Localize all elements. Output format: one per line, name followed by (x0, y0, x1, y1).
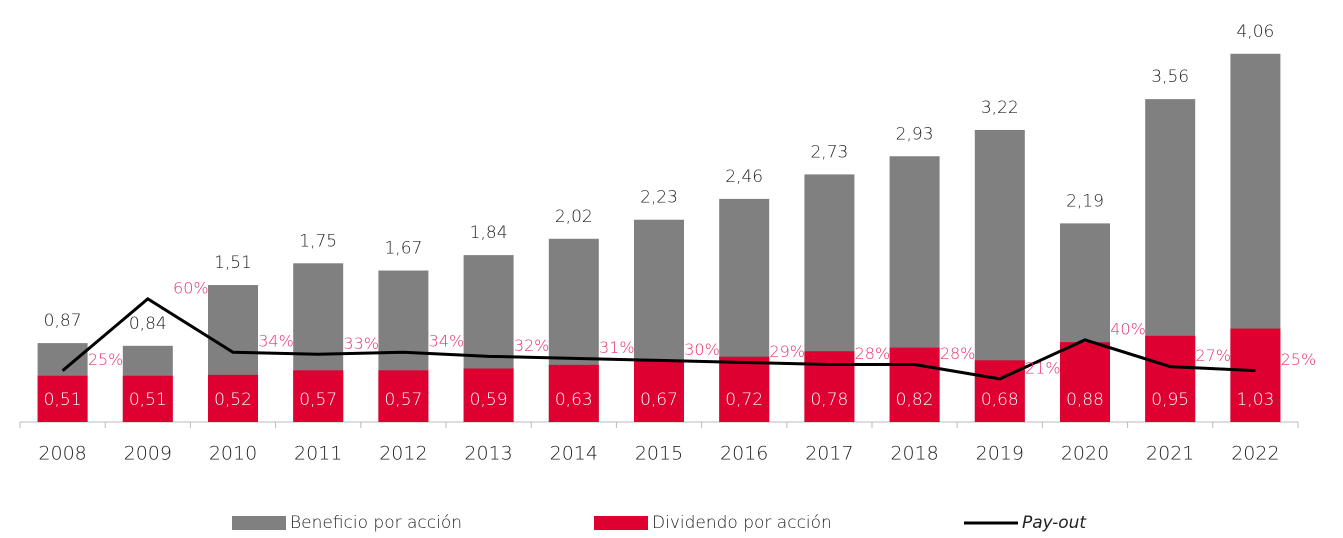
payout-label: 27% (1195, 346, 1231, 365)
payout-label: 34% (429, 332, 465, 351)
payout-label: 31% (599, 338, 635, 357)
dividend-label: 0,95 (1151, 390, 1189, 410)
legend-label: Pay-out (1022, 513, 1087, 533)
eps-label: 2,46 (725, 167, 763, 187)
bar (1060, 342, 1110, 422)
legend-label: Dividendo por acción (652, 513, 832, 533)
payout-label: 33% (343, 334, 379, 353)
dividend-label: 0,68 (981, 390, 1019, 410)
x-tick-label: 2017 (805, 443, 853, 465)
payout-line (61, 296, 1256, 381)
x-tick-label: 2020 (1061, 443, 1109, 465)
legend-swatch (232, 516, 286, 530)
legend-label: Beneficio por acción (290, 513, 462, 533)
eps-label: 3,22 (981, 98, 1019, 118)
x-tick-label: 2021 (1146, 443, 1194, 465)
dividend-label: 0,57 (384, 390, 422, 410)
eps-label: 1,84 (470, 223, 508, 243)
x-tick-label: 2009 (124, 443, 172, 465)
x-tick-label: 2012 (379, 443, 427, 465)
bar (548, 364, 599, 422)
dividend-label: 0,67 (640, 390, 678, 410)
eps-label: 3,56 (1151, 67, 1189, 87)
bar (378, 370, 429, 422)
x-tick-label: 2022 (1231, 443, 1279, 465)
payout-label: 30% (684, 340, 720, 359)
eps-label: 2,93 (896, 124, 934, 144)
eps-label: 0,84 (129, 314, 167, 334)
eps-label: 2,02 (555, 207, 593, 227)
x-tick-label: 2010 (209, 443, 257, 465)
legend-swatch (594, 516, 648, 530)
x-tick-label: 2018 (890, 443, 938, 465)
bar (463, 368, 514, 422)
bar (804, 351, 855, 422)
bar (719, 356, 770, 422)
dividend-label: 1,03 (1236, 390, 1274, 410)
eps-label: 4,06 (1236, 22, 1274, 42)
x-tick-label: 2014 (550, 443, 598, 465)
payout-label: 28% (855, 344, 891, 363)
payout-label: 25% (88, 350, 124, 369)
x-tick-label: 2008 (38, 443, 86, 465)
bar (37, 375, 88, 422)
x-tick-label: 2016 (720, 443, 768, 465)
payout-label: 21% (1025, 358, 1061, 377)
eps-label: 2,23 (640, 188, 678, 208)
x-tick-label: 2013 (464, 443, 512, 465)
payout-label: 28% (940, 344, 976, 363)
eps-label: 0,87 (44, 311, 82, 331)
eps-label: 2,73 (810, 142, 848, 162)
dividend-label: 0,59 (470, 390, 508, 410)
bar (293, 370, 344, 422)
dividend-label: 0,88 (1066, 390, 1104, 410)
payout-label: 32% (514, 336, 550, 355)
bar (122, 375, 173, 422)
x-tick-label: 2019 (976, 443, 1024, 465)
x-tick-label: 2015 (635, 443, 683, 465)
payout-label: 29% (769, 342, 805, 361)
dividend-label: 0,57 (299, 390, 337, 410)
dividend-label: 0,72 (725, 390, 763, 410)
payout-label: 34% (258, 332, 294, 351)
eps-label: 1,51 (214, 253, 252, 273)
dividend-label: 0,78 (810, 390, 848, 410)
bar (1230, 328, 1281, 422)
bar (889, 347, 940, 422)
payout-label: 25% (1281, 350, 1317, 369)
bar (208, 374, 258, 422)
eps-label: 1,75 (299, 231, 337, 251)
dividend-label: 0,63 (555, 390, 593, 410)
dividend-label: 0,51 (129, 390, 167, 410)
bar (1145, 335, 1196, 422)
payout-label: 60% (173, 278, 209, 297)
eps-label: 2,19 (1066, 191, 1104, 211)
dividend-label: 0,52 (214, 390, 252, 410)
bar (634, 361, 684, 422)
x-tick-label: 2011 (294, 443, 342, 465)
dividend-label: 0,82 (896, 390, 934, 410)
eps-label: 1,67 (384, 239, 422, 259)
payout-label: 40% (1110, 319, 1146, 338)
dividend-label: 0,51 (44, 390, 82, 410)
